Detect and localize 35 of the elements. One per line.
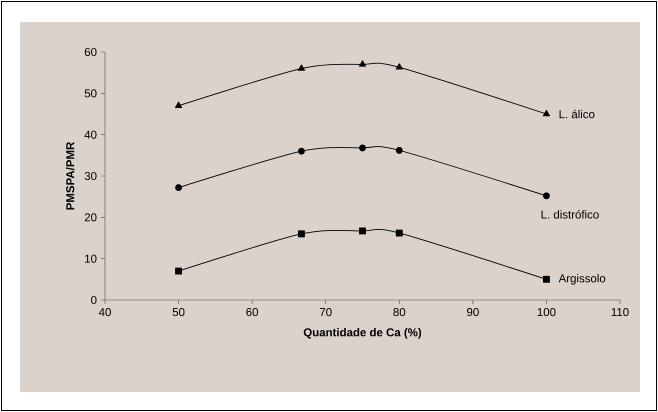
- y-tick-label: 30: [84, 172, 97, 180]
- x-tick-label: 60: [246, 308, 258, 316]
- point: [396, 230, 403, 236]
- point: [359, 144, 366, 152]
- x-tick-label: 70: [320, 308, 332, 316]
- x-axis-title: Quantidade de Ca (%): [304, 328, 422, 339]
- x-tick-label: 100: [538, 308, 556, 316]
- y-tick-label: 10: [85, 254, 97, 263]
- series-label: Argissolo: [558, 274, 606, 285]
- point: [175, 184, 182, 192]
- y-axis-title: PMSPA/PMR: [66, 142, 74, 210]
- x-tick-label: 50: [172, 308, 184, 316]
- point: [542, 110, 550, 116]
- y-tick-label: 40: [84, 130, 97, 139]
- point: [298, 148, 305, 155]
- point: [358, 60, 366, 67]
- series-label: L. álico: [560, 110, 594, 118]
- point: [359, 228, 366, 234]
- y-tick-label: 20: [84, 213, 97, 222]
- x-tick-label: 80: [393, 308, 406, 316]
- point: [298, 230, 305, 238]
- y-tick-label: 60: [84, 48, 97, 56]
- y-tick-label: 0: [91, 296, 97, 304]
- point: [396, 63, 403, 70]
- point: [396, 146, 403, 154]
- point: [175, 268, 182, 275]
- point: [175, 102, 182, 108]
- x-tick-label: 110: [612, 308, 629, 316]
- y-tick-label: 50: [84, 89, 97, 98]
- point: [298, 64, 306, 71]
- x-tick-label: 90: [467, 308, 479, 316]
- x-tick-label: 40: [98, 308, 111, 316]
- point: [542, 192, 550, 200]
- point: [542, 276, 550, 283]
- series-label: L. distrófico: [542, 210, 599, 219]
